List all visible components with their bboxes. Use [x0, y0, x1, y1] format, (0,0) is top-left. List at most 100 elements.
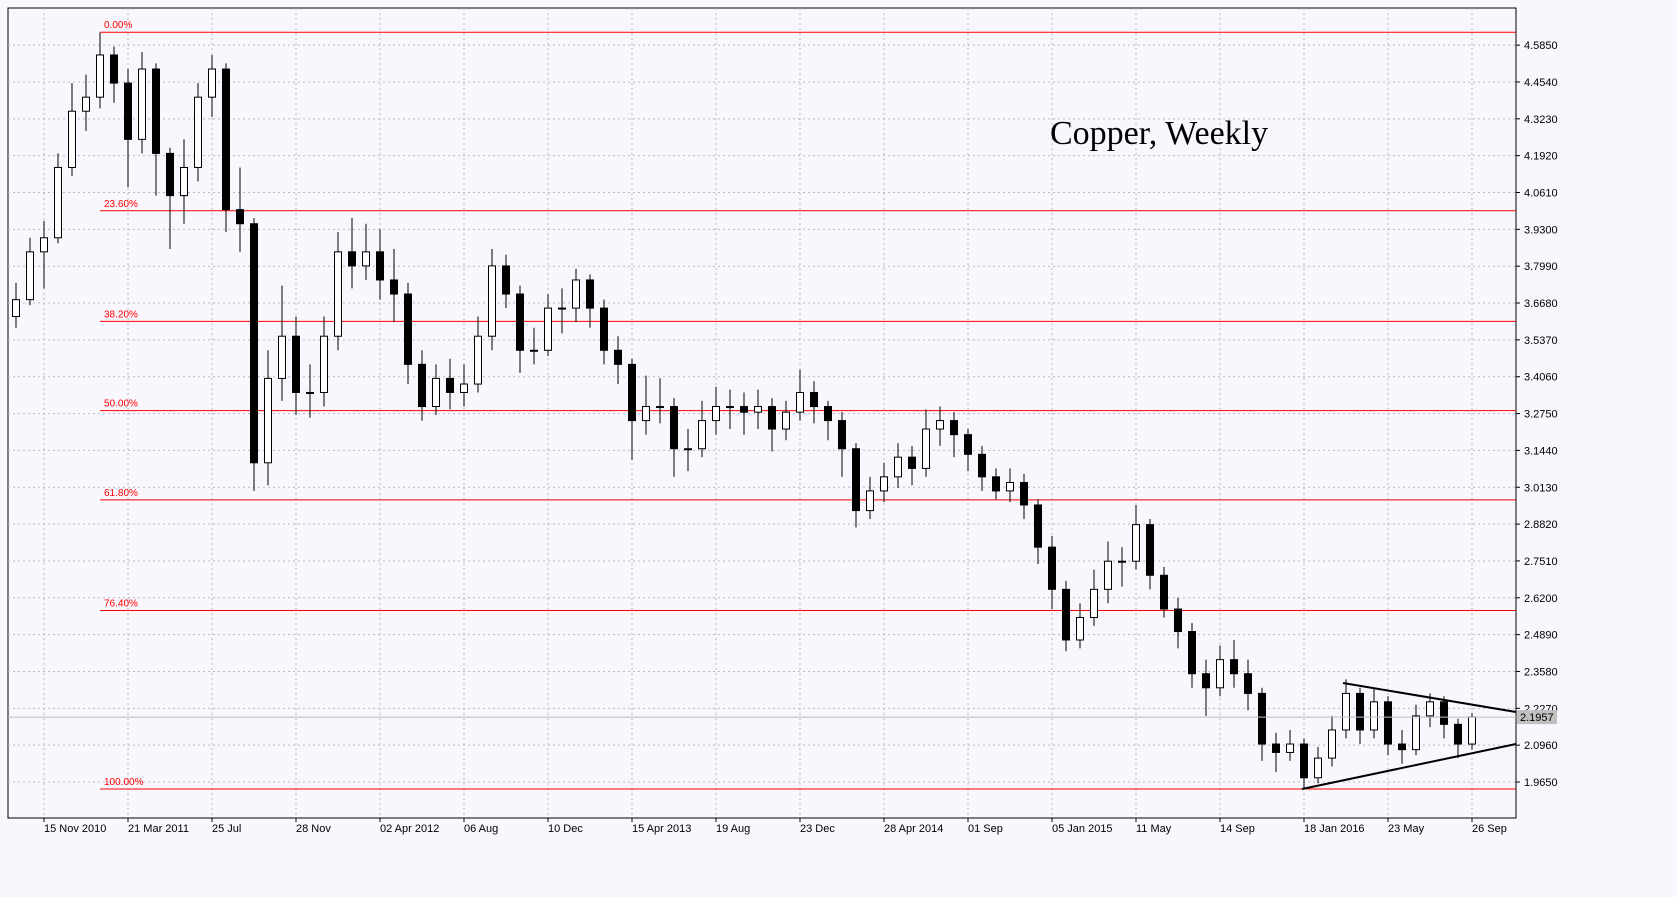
- x-tick-label: 21 Mar 2011: [128, 823, 189, 835]
- candle-body: [26, 251, 34, 301]
- candle-body: [1300, 743, 1308, 779]
- candle-body: [908, 456, 916, 469]
- y-tick-label: 2.6200: [1524, 593, 1558, 605]
- y-tick-label: 1.9650: [1524, 777, 1558, 789]
- candle-body: [600, 307, 608, 351]
- triangle-lower: [1301, 743, 1517, 790]
- candle-body: [446, 377, 454, 393]
- candle-body: [376, 251, 384, 281]
- y-tick-label: 3.1440: [1524, 445, 1558, 457]
- candle-body: [222, 68, 230, 211]
- y-tick-label: 3.9300: [1524, 224, 1558, 236]
- x-tick-label: 28 Nov: [296, 823, 331, 835]
- x-tick-label: 05 Jan 2015: [1052, 823, 1113, 835]
- candle-body: [82, 96, 90, 112]
- candle-body: [1244, 673, 1252, 694]
- x-tick-label: 25 Jul: [212, 823, 241, 835]
- fib-label: 0.00%: [104, 20, 132, 31]
- candle-body: [1412, 715, 1420, 751]
- candle-body: [250, 223, 258, 464]
- candle-body: [740, 406, 748, 413]
- candle-body: [348, 251, 356, 267]
- candle-body: [474, 335, 482, 385]
- candle-body: [1314, 757, 1322, 779]
- candle-body: [698, 420, 706, 450]
- candle-body: [488, 265, 496, 337]
- candle-body: [992, 476, 1000, 492]
- candle-body: [334, 251, 342, 337]
- x-tick-label: 11 May: [1136, 823, 1172, 835]
- y-tick-label: 2.4890: [1524, 630, 1558, 642]
- candle-body: [544, 307, 552, 351]
- candle-body: [292, 335, 300, 393]
- candle-body: [1440, 701, 1448, 725]
- candle-body: [40, 237, 48, 253]
- y-tick-label: 2.0960: [1524, 740, 1558, 752]
- candle-body: [964, 434, 972, 455]
- candle-body: [502, 265, 510, 295]
- candle-body: [1202, 673, 1210, 689]
- candle-body: [1272, 743, 1280, 753]
- x-tick-label: 01 Sep: [968, 823, 1003, 835]
- y-tick-label: 3.7990: [1524, 261, 1558, 273]
- candle-body: [1342, 692, 1350, 731]
- candle-body: [124, 82, 132, 140]
- x-tick-label: 14 Sep: [1220, 823, 1255, 835]
- candle-body: [1370, 701, 1378, 731]
- triangle-upper: [1342, 682, 1517, 713]
- candle-body: [1006, 481, 1014, 492]
- candle-body: [1188, 631, 1196, 675]
- candle-body: [684, 448, 692, 451]
- y-tick-label: 4.5850: [1524, 40, 1558, 52]
- chart-title: Copper, Weekly: [1050, 115, 1268, 152]
- candle-body: [1286, 743, 1294, 753]
- x-tick-label: 26 Sep: [1472, 823, 1507, 835]
- y-tick-label: 3.4060: [1524, 372, 1558, 384]
- fib-label: 50.00%: [104, 399, 138, 410]
- candle-body: [782, 411, 790, 430]
- candle-body: [166, 152, 174, 197]
- fib-label: 100.00%: [104, 777, 144, 788]
- x-tick-label: 15 Nov 2010: [44, 823, 106, 835]
- candle-body: [1104, 560, 1112, 590]
- candle-body: [1398, 743, 1406, 751]
- candle-body: [712, 406, 720, 422]
- candle-body: [1062, 588, 1070, 641]
- candle-body: [68, 110, 76, 168]
- y-tick-label: 4.0610: [1524, 188, 1558, 200]
- x-tick-label: 02 Apr 2012: [380, 823, 439, 835]
- candle-body: [320, 335, 328, 393]
- y-tick-label: 2.8820: [1524, 519, 1558, 531]
- axes: 1.96502.09602.22702.35802.48902.62002.75…: [8, 40, 1558, 835]
- x-tick-label: 28 Apr 2014: [884, 823, 943, 835]
- candle-body: [558, 307, 566, 310]
- candle-body: [754, 406, 762, 413]
- candle-body: [810, 391, 818, 408]
- candle-body: [12, 299, 20, 318]
- candle-body: [1034, 504, 1042, 548]
- candle-body: [796, 391, 804, 413]
- fib-label: 23.60%: [104, 199, 138, 210]
- x-tick-label: 19 Aug: [716, 823, 750, 835]
- x-tick-label: 06 Aug: [464, 823, 498, 835]
- candle-body: [194, 96, 202, 168]
- candle-body: [824, 406, 832, 422]
- candle-body: [1454, 723, 1462, 745]
- candle-body: [614, 349, 622, 365]
- last-price-box: [1517, 710, 1557, 725]
- candle-body: [460, 383, 468, 393]
- y-tick-label: 3.0130: [1524, 482, 1558, 494]
- x-tick-label: 23 May: [1388, 823, 1425, 835]
- candle-body: [96, 54, 104, 98]
- candle-body: [1132, 524, 1140, 562]
- candle-body: [432, 377, 440, 408]
- candle-body: [656, 406, 664, 409]
- grid: [8, 8, 1516, 818]
- candle-body: [880, 476, 888, 492]
- fib-label: 76.40%: [104, 598, 138, 609]
- fib-label: 61.80%: [104, 488, 138, 499]
- candle-body: [642, 406, 650, 422]
- candle-body: [670, 406, 678, 450]
- candle-body: [1384, 701, 1392, 745]
